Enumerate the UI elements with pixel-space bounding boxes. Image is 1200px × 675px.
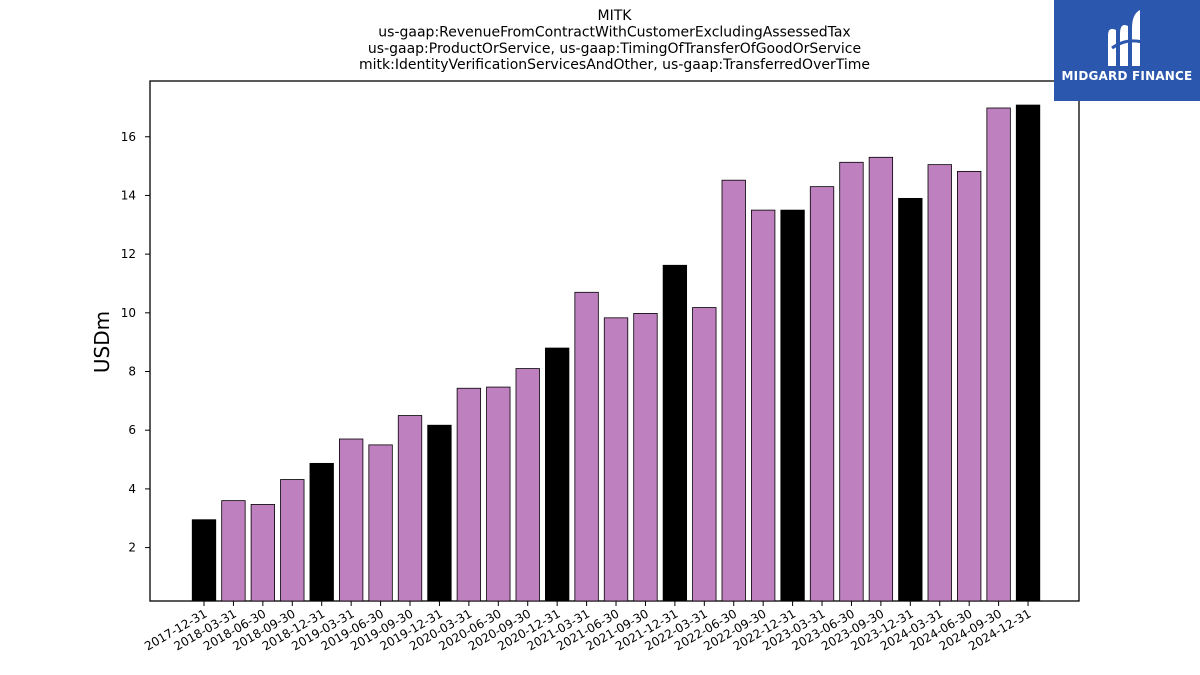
bar (221, 500, 246, 602)
x-axis-ticks: 2017-12-312018-03-312018-06-302018-09-30… (142, 601, 1034, 653)
bar (927, 164, 952, 602)
bar (427, 424, 452, 602)
bar (250, 504, 276, 602)
chart-title: MITKus-gaap:RevenueFromContractWithCusto… (359, 8, 870, 73)
bar (545, 347, 570, 602)
bar (338, 438, 364, 602)
bar (309, 462, 334, 602)
bar (721, 179, 746, 602)
y-tick-label: 8 (128, 365, 136, 379)
y-tick-label: 14 (121, 188, 136, 202)
bar (515, 368, 540, 602)
y-axis-label: USDm (90, 311, 114, 373)
bar (191, 519, 217, 602)
chart-title-line: us-gaap:ProductOrService, us-gaap:Timing… (368, 41, 861, 57)
bars (191, 104, 1041, 602)
y-tick-label: 4 (128, 482, 136, 496)
midgard-finance-logo: MIDGARD FINANCE (1054, 0, 1200, 101)
bar (662, 264, 688, 602)
bar (898, 197, 923, 602)
y-axis-ticks: 2 4 6 8 10 12 14 16 (121, 130, 150, 555)
y-tick-label: 16 (121, 130, 136, 144)
bar (633, 313, 658, 602)
y-tick-label: 6 (128, 423, 136, 437)
bar (751, 209, 776, 602)
chart-title-line: MITK (598, 8, 633, 24)
bar (780, 209, 805, 602)
y-tick-label: 10 (121, 306, 136, 320)
bar (809, 186, 835, 602)
logo-text: MIDGARD FINANCE (1061, 69, 1193, 83)
bar (280, 479, 305, 602)
bar (486, 386, 511, 602)
bar (957, 170, 982, 602)
y-tick-label: 2 (128, 541, 136, 555)
chart-title-line: us-gaap:RevenueFromContractWithCustomerE… (378, 24, 850, 40)
bar (868, 156, 894, 602)
bar (1015, 104, 1041, 602)
bar (692, 307, 717, 602)
midgard-logo-icon (1108, 10, 1143, 66)
y-tick-label: 12 (121, 247, 136, 261)
bar (397, 415, 423, 602)
bar (603, 317, 629, 602)
bar (839, 161, 864, 602)
bar (368, 444, 393, 602)
bar (456, 387, 482, 602)
chart-title-line: mitk:IdentityVerificationServicesAndOthe… (359, 57, 870, 73)
bar (986, 107, 1011, 602)
bar (574, 291, 599, 602)
